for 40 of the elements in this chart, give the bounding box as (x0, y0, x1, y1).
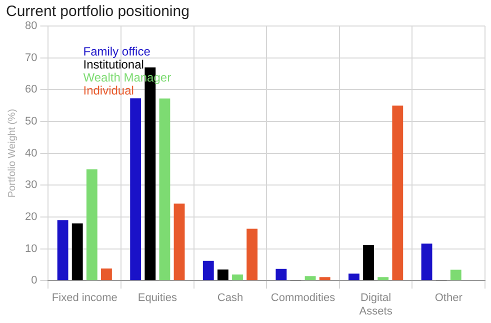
y-tick-label: 70 (24, 52, 38, 64)
x-tick-label: Digital Assets (359, 292, 393, 318)
y-tick-label: 60 (24, 84, 38, 96)
bar (232, 274, 243, 280)
y-tick-label: 80 (24, 20, 38, 32)
bar (57, 220, 68, 280)
bar (174, 204, 185, 280)
x-tick-label: Other (434, 292, 463, 304)
series-label: Institutional (83, 57, 144, 72)
x-tick-label: Fixed income (52, 292, 118, 304)
bar (276, 268, 287, 280)
text: Family office (83, 44, 151, 58)
bar (392, 106, 404, 280)
x-tick-label: Cash (217, 292, 244, 304)
text: Individual (83, 83, 134, 98)
bar (348, 274, 360, 280)
y-tick-label: 0 (31, 274, 38, 287)
bar (450, 270, 462, 280)
bar (86, 169, 98, 280)
bar (363, 244, 374, 280)
bar (421, 244, 432, 280)
bar (304, 276, 316, 280)
y-tick-label: 20 (24, 210, 38, 223)
bar (101, 268, 112, 280)
bar (159, 98, 170, 280)
bar (319, 277, 330, 280)
bar (130, 98, 142, 280)
y-tick-label: 30 (24, 179, 38, 192)
bar (246, 228, 258, 280)
y-tick-label: 10 (24, 242, 38, 255)
x-tick-label: Commodities (270, 292, 336, 304)
bar (72, 223, 83, 280)
y-axis-title: Portfolio Weight (%) (6, 108, 18, 198)
bar (378, 277, 389, 280)
y-tick-label: 40 (24, 147, 38, 160)
x-tick-label: Equities (138, 292, 178, 304)
chart-title: Current portfolio positioning (6, 3, 190, 20)
bar (217, 269, 228, 280)
bar (202, 260, 214, 280)
y-tick-label: 50 (24, 116, 38, 128)
